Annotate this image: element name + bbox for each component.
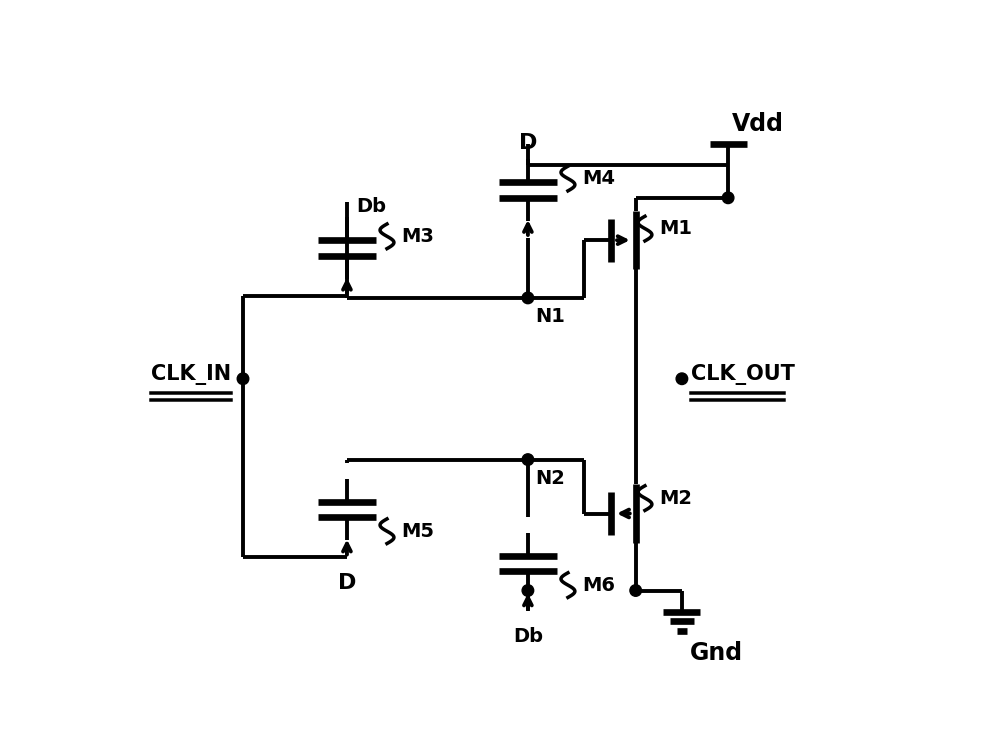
Text: M4: M4 — [582, 169, 615, 188]
Circle shape — [630, 585, 641, 596]
Text: N1: N1 — [536, 308, 565, 326]
Circle shape — [522, 292, 534, 304]
Text: M1: M1 — [659, 219, 692, 238]
Text: Gnd: Gnd — [690, 641, 743, 665]
Circle shape — [676, 373, 688, 385]
Circle shape — [522, 454, 534, 465]
Text: Vdd: Vdd — [732, 112, 784, 136]
Text: CLK_IN: CLK_IN — [151, 364, 231, 386]
Text: N2: N2 — [536, 469, 565, 488]
Text: M2: M2 — [659, 488, 692, 508]
Circle shape — [522, 585, 534, 596]
Text: D: D — [338, 573, 356, 592]
Text: D: D — [519, 134, 537, 153]
Circle shape — [237, 373, 249, 385]
Text: M3: M3 — [401, 226, 434, 246]
Text: Db: Db — [356, 196, 386, 215]
Text: CLK_OUT: CLK_OUT — [691, 364, 795, 386]
Text: Db: Db — [513, 627, 543, 646]
Circle shape — [722, 192, 734, 203]
Text: M6: M6 — [582, 575, 615, 595]
Text: M5: M5 — [401, 522, 434, 541]
